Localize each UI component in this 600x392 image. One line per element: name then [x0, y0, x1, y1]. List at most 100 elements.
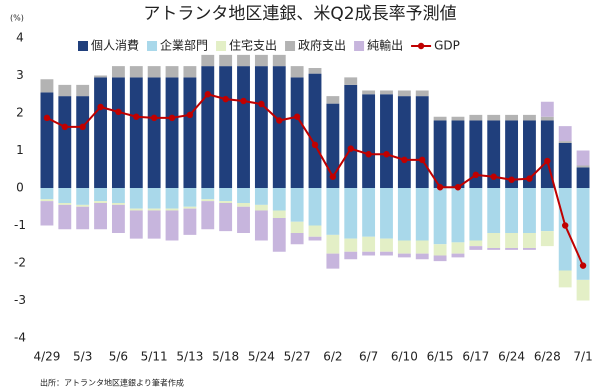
bar-segment — [94, 75, 107, 78]
bar-segment — [469, 120, 483, 188]
gdp-point — [43, 114, 51, 122]
bar-segment — [505, 114, 519, 121]
bar-segment — [183, 206, 197, 209]
gdp-point — [454, 184, 462, 191]
gdp-point — [579, 262, 587, 269]
gdp-point — [293, 113, 301, 120]
bar-segment — [183, 208, 197, 235]
bar-segment — [415, 188, 429, 241]
legend-swatch — [417, 42, 425, 50]
gdp-point — [419, 156, 426, 164]
gdp-point — [222, 95, 229, 103]
legend-label: 住宅支出 — [229, 38, 277, 53]
gdp-point — [97, 103, 104, 111]
bar-segment — [254, 204, 268, 211]
bar-segment — [254, 188, 268, 205]
bar-segment — [397, 253, 411, 258]
bar-segment — [523, 120, 536, 188]
bar-segment — [326, 103, 340, 188]
bar-segment — [58, 96, 72, 188]
bar-segment — [397, 90, 411, 97]
bar-segment — [505, 248, 519, 250]
bar-segment — [129, 77, 143, 188]
bar-segment — [487, 188, 501, 233]
bar-segment — [380, 251, 393, 256]
gdp-point — [150, 114, 158, 122]
bar-segment — [362, 94, 376, 188]
bar-segment — [94, 201, 107, 203]
bar-segment — [272, 54, 286, 67]
bar-segment — [147, 210, 161, 239]
bar-segment — [111, 188, 125, 203]
bar-segment — [380, 238, 393, 252]
legend-swatch — [285, 41, 296, 51]
gdp-point — [401, 156, 408, 164]
y-tick-label: 2 — [16, 106, 24, 120]
bar-segment — [505, 233, 519, 248]
gdp-point — [258, 100, 265, 108]
bar-segment — [237, 188, 250, 203]
gdp-point — [383, 151, 390, 158]
bar-segment — [165, 66, 179, 78]
bar-segment — [129, 208, 143, 211]
bar-segment — [111, 203, 125, 205]
bar-segment — [469, 114, 483, 121]
x-tick-label: 6/28 — [534, 350, 561, 364]
x-tick-label: 5/3 — [73, 350, 92, 364]
x-tick-label: 5/6 — [109, 350, 128, 364]
bar-segment — [326, 253, 340, 269]
bar-segment — [308, 236, 322, 241]
bar-segment — [219, 188, 233, 202]
bar-segment — [219, 66, 233, 188]
bar-segment — [540, 188, 554, 232]
bar-segment — [40, 79, 54, 93]
bar-segment — [451, 120, 465, 188]
legend-swatch — [354, 41, 365, 51]
gdp-point — [472, 171, 480, 179]
bar-segment — [76, 204, 90, 207]
bar-segment — [237, 206, 250, 233]
x-tick-label: 5/11 — [141, 350, 168, 364]
bar-segment — [576, 167, 590, 188]
y-tick-label: -2 — [14, 256, 26, 270]
bar-segment — [290, 233, 304, 245]
gdp-point — [561, 222, 569, 229]
bar-segment — [469, 246, 483, 250]
bar-segment — [129, 210, 143, 239]
bar-segment — [40, 199, 54, 202]
gdp-point — [276, 117, 283, 124]
x-tick-label: 6/15 — [427, 350, 454, 364]
bar-segment — [380, 90, 393, 95]
source-note: 出所：アトランタ地区連銀より筆者作成 — [40, 378, 184, 388]
bar-segment — [344, 251, 358, 260]
bar-segment — [219, 203, 233, 232]
bar-segment — [415, 96, 429, 188]
x-tick-label: 6/7 — [359, 350, 378, 364]
bar-segment — [40, 201, 54, 226]
bar-segment — [201, 199, 215, 202]
y-tick-label: -4 — [14, 331, 26, 345]
y-tick-label: 1 — [16, 143, 24, 157]
bar-segment — [523, 114, 536, 121]
x-tick-label: 6/10 — [391, 350, 418, 364]
bar-segment — [165, 77, 179, 188]
bar-segment — [290, 77, 304, 188]
bar-segment — [165, 210, 179, 241]
x-tick-label: 4/29 — [33, 350, 60, 364]
bar-segment — [558, 270, 572, 288]
gdp-point — [240, 97, 247, 105]
bar-segment — [58, 203, 72, 205]
bar-segment — [94, 188, 107, 202]
bar-segment — [147, 208, 161, 211]
bar-segment — [111, 204, 125, 233]
bar-segment — [380, 188, 393, 239]
gdp-point — [526, 175, 533, 182]
bar-segment — [558, 126, 572, 142]
bar-segment — [540, 101, 554, 117]
bar-segment — [76, 206, 90, 230]
bar-segment — [147, 77, 161, 188]
bar-segment — [40, 92, 54, 188]
legend-label: 政府支出 — [298, 38, 346, 53]
x-tick-label: 5/13 — [176, 350, 203, 364]
bar-segment — [147, 66, 161, 78]
